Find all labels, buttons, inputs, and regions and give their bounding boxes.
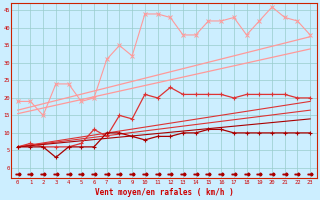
X-axis label: Vent moyen/en rafales ( km/h ): Vent moyen/en rafales ( km/h ) (95, 188, 233, 197)
